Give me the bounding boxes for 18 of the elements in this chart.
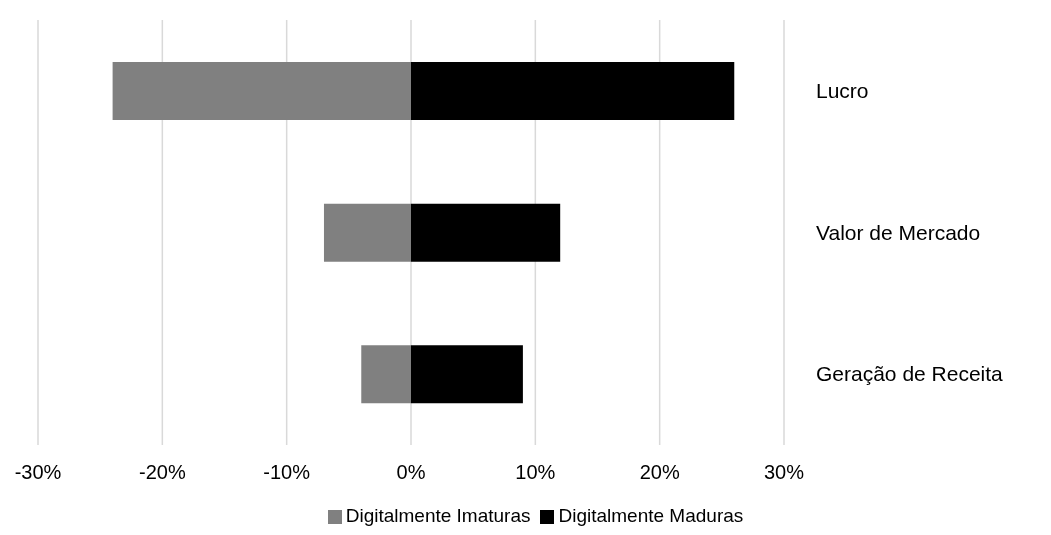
bar — [411, 62, 735, 120]
y-tick-label: Valor de Mercado — [816, 220, 981, 244]
x-tick-label: 10% — [515, 461, 556, 484]
x-tick-label: -20% — [138, 461, 186, 484]
bar — [411, 345, 523, 404]
bar — [411, 203, 561, 262]
y-tick-label: Lucro — [816, 78, 869, 102]
legend-label: Digitalmente Imaturas — [345, 505, 531, 526]
x-tick-label: 0% — [396, 461, 426, 484]
x-tick-label: 30% — [763, 461, 805, 484]
x-tick-label: -10% — [263, 461, 311, 484]
bar — [112, 62, 411, 120]
x-tick-label: 20% — [639, 461, 680, 484]
bar — [323, 203, 411, 262]
x-tick-label: -30% — [14, 461, 62, 484]
y-tick-label: Geração de Receita — [816, 362, 1004, 386]
legend-label: Digitalmente Maduras — [558, 505, 744, 526]
bar — [361, 345, 411, 404]
